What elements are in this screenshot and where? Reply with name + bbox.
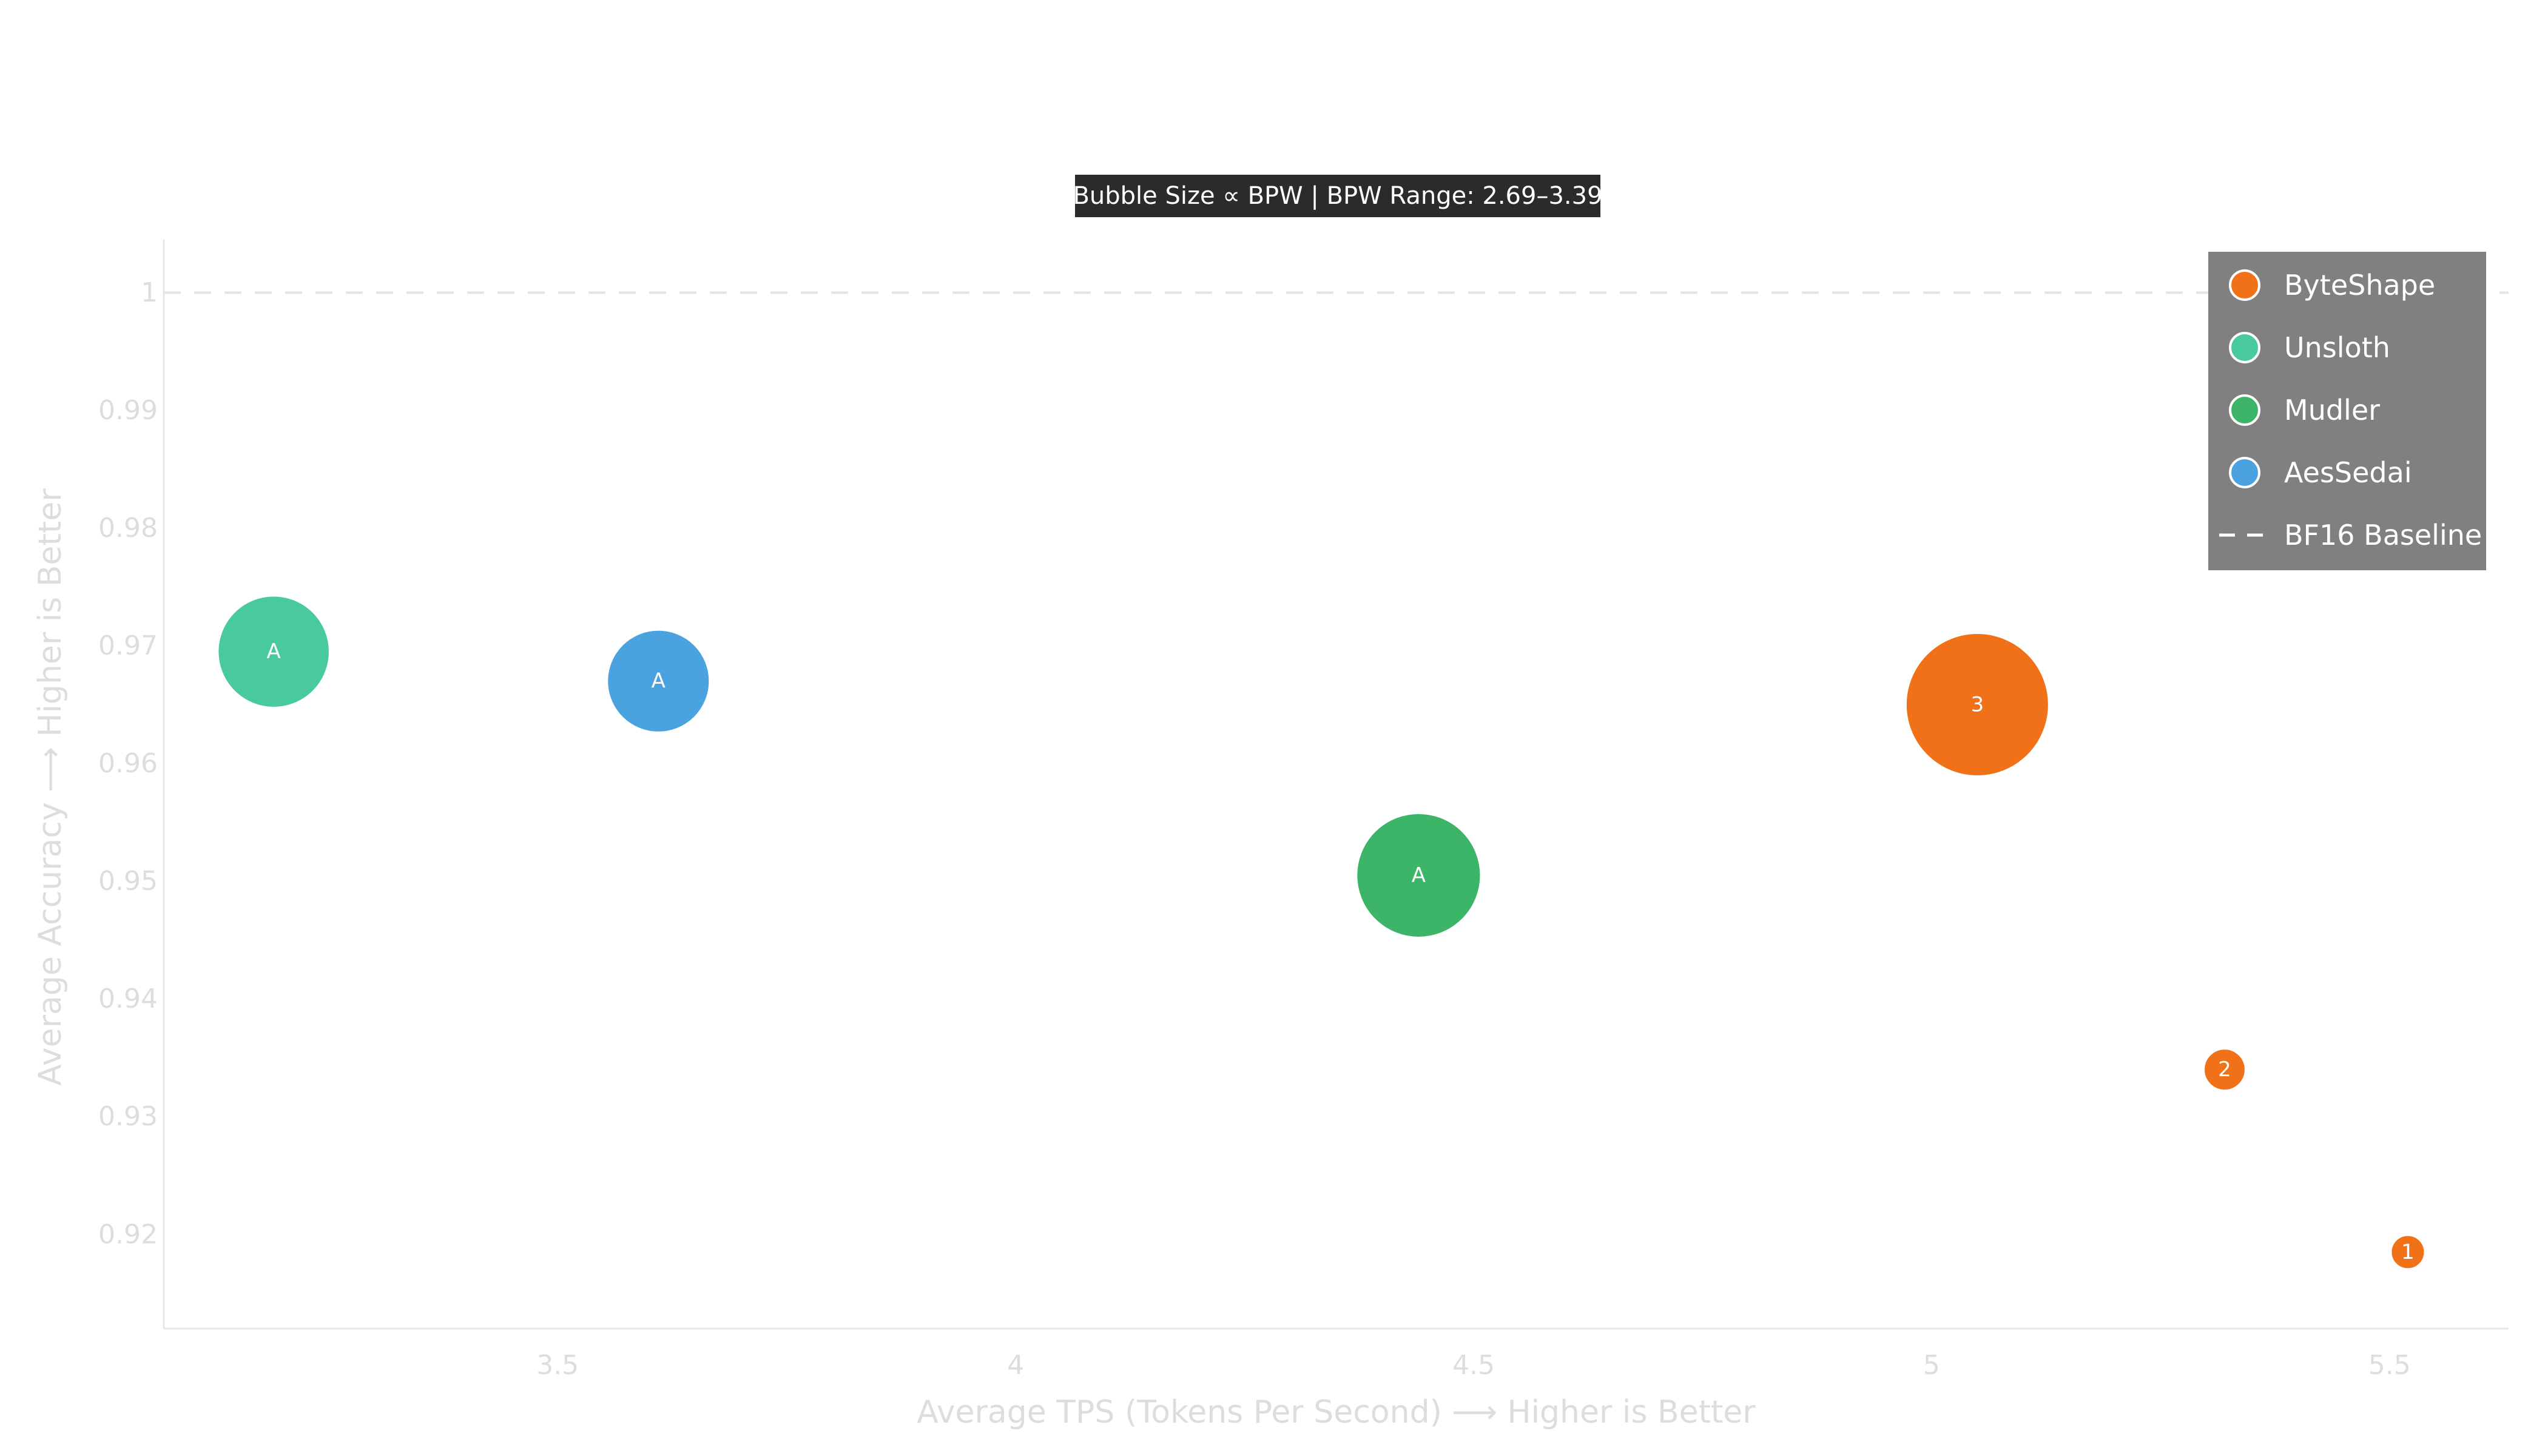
y-tick-label: 0.94 xyxy=(98,983,158,1014)
bubble-label: 1 xyxy=(2401,1240,2415,1264)
y-tick-label: 0.99 xyxy=(98,395,158,426)
y-tick-labels: 0.92 0.93 0.94 0.95 0.96 0.97 0.98 0.99 1 xyxy=(98,277,158,1250)
legend-marker-byteshape xyxy=(2229,269,2260,301)
y-tick-label: 0.95 xyxy=(98,866,158,897)
y-tick-label: 0.97 xyxy=(98,630,158,661)
legend-label: Mudler xyxy=(2284,394,2380,426)
bubble-mudler[interactable] xyxy=(1355,812,1482,939)
y-tick-label: 0.92 xyxy=(98,1219,158,1250)
bubble-label: A xyxy=(267,639,281,664)
x-tick-label: 4 xyxy=(1007,1350,1024,1381)
x-axis-title: Average TPS (Tokens Per Second) ⟶ Higher… xyxy=(917,1394,1756,1431)
x-tick-label: 5 xyxy=(1923,1350,1940,1381)
bubble-byteshape[interactable] xyxy=(2203,1048,2246,1092)
y-tick-label: 0.98 xyxy=(98,513,158,544)
legend-label: Unsloth xyxy=(2284,331,2390,364)
subtitle-background xyxy=(1075,175,1600,217)
bubble-label: A xyxy=(652,669,666,693)
x-tick-label: 4.5 xyxy=(1452,1350,1495,1381)
axes xyxy=(163,240,2509,1330)
y-axis-title: Average Accuracy ⟶ Higher is Better xyxy=(32,488,69,1086)
legend-label: BF16 Baseline xyxy=(2284,519,2482,551)
bubbles: 1 2 3 A A A xyxy=(217,595,2426,1270)
x-tick-labels: 3.5 4 4.5 5 5.5 xyxy=(536,1350,2411,1381)
y-tick-label: 0.96 xyxy=(98,748,158,779)
x-tick-label: 3.5 xyxy=(536,1350,579,1381)
bubble-label: 2 xyxy=(2218,1057,2231,1082)
legend-label: AesSedai xyxy=(2284,456,2412,489)
legend: ByteShape Unsloth Mudler AesSedai BF16 Basel… xyxy=(2208,252,2486,570)
bubble-label: A xyxy=(1412,863,1426,888)
bubble-aessedai[interactable] xyxy=(606,629,711,733)
bubble-unsloth[interactable] xyxy=(217,595,331,709)
bubble-byteshape[interactable] xyxy=(1904,632,2050,778)
legend-marker-mudler xyxy=(2229,394,2260,426)
y-tick-label: 0.93 xyxy=(98,1101,158,1132)
chart-subtitle: Bubble Size ∝ BPW | BPW Range: 2.69–3.39 xyxy=(1073,182,1602,210)
subtitle-box: Bubble Size ∝ BPW | BPW Range: 2.69–3.39 xyxy=(1073,175,1603,217)
x-tick-label: 5.5 xyxy=(2368,1350,2411,1381)
bubble-byteshape[interactable] xyxy=(2390,1234,2426,1270)
legend-label: ByteShape xyxy=(2284,269,2435,302)
y-tick-label: 1 xyxy=(141,277,158,308)
bubble-label: 3 xyxy=(1971,693,1984,717)
legend-marker-unsloth xyxy=(2229,332,2260,363)
legend-marker-aessedai xyxy=(2229,457,2260,488)
